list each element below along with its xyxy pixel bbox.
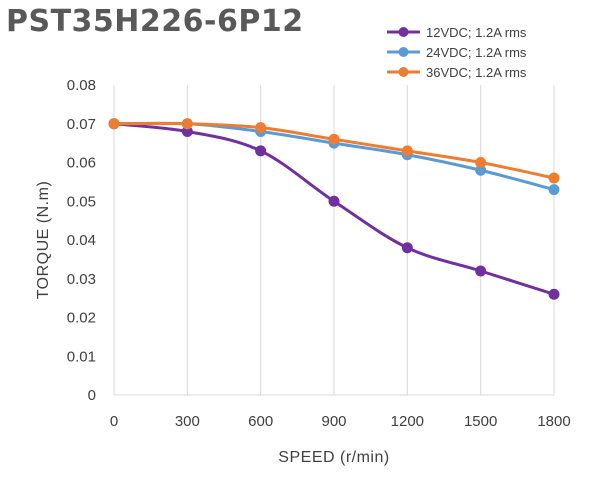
data-point bbox=[328, 195, 340, 207]
x-axis-label: SPEED (r/min) bbox=[278, 449, 389, 466]
legend-label: 12VDC; 1.2A rms bbox=[426, 25, 527, 40]
y-tick-label: 0 bbox=[88, 387, 96, 404]
data-point bbox=[475, 164, 487, 176]
data-point bbox=[181, 126, 193, 137]
data-point bbox=[181, 118, 193, 130]
x-tick-label: 1800 bbox=[537, 413, 570, 430]
x-tick-label: 0 bbox=[110, 413, 118, 430]
x-tick-label: 600 bbox=[248, 413, 273, 430]
x-tick-label: 1500 bbox=[464, 413, 497, 430]
data-point bbox=[401, 145, 413, 157]
data-point bbox=[255, 122, 267, 134]
legend: 12VDC; 1.2A rms 24VDC; 1.2A rms 36VDC; 1.2… bbox=[387, 25, 527, 80]
data-point bbox=[475, 265, 487, 277]
data-point bbox=[401, 242, 413, 254]
legend-swatch-marker bbox=[398, 67, 409, 77]
data-point bbox=[548, 172, 560, 184]
legend-swatch-marker bbox=[398, 47, 409, 57]
x-tick-label: 1200 bbox=[391, 413, 424, 430]
y-tick-label: 0.05 bbox=[67, 193, 96, 210]
y-tick-label: 0.02 bbox=[67, 310, 96, 327]
axes: 0 300 600 900 1200 1500 1800 0 0.01 0.02 0.03 0.04 0… bbox=[67, 77, 571, 430]
y-tick-label: 0.01 bbox=[67, 348, 96, 365]
data-point bbox=[548, 288, 560, 300]
data-point bbox=[475, 157, 487, 168]
data-point bbox=[108, 118, 120, 130]
data-point bbox=[255, 145, 267, 157]
data-point bbox=[548, 184, 560, 196]
y-tick-label: 0.08 bbox=[67, 77, 96, 94]
legend-swatch-marker bbox=[398, 27, 409, 37]
chart-title: PST35H226-6P12 bbox=[6, 4, 304, 39]
y-tick-label: 0.06 bbox=[67, 155, 96, 172]
y-tick-label: 0.07 bbox=[67, 116, 96, 133]
legend-label: 36VDC; 1.2A rms bbox=[426, 65, 527, 80]
x-tick-label: 900 bbox=[321, 413, 346, 430]
series-lines bbox=[108, 118, 560, 300]
y-axis-label: TORQUE (N.m) bbox=[35, 181, 52, 300]
y-tick-label: 0.03 bbox=[67, 271, 96, 288]
x-tick-label: 300 bbox=[175, 413, 200, 430]
legend-label: 24VDC; 1.2A rms bbox=[426, 45, 527, 60]
data-point bbox=[328, 133, 340, 145]
y-tick-label: 0.04 bbox=[67, 232, 96, 249]
